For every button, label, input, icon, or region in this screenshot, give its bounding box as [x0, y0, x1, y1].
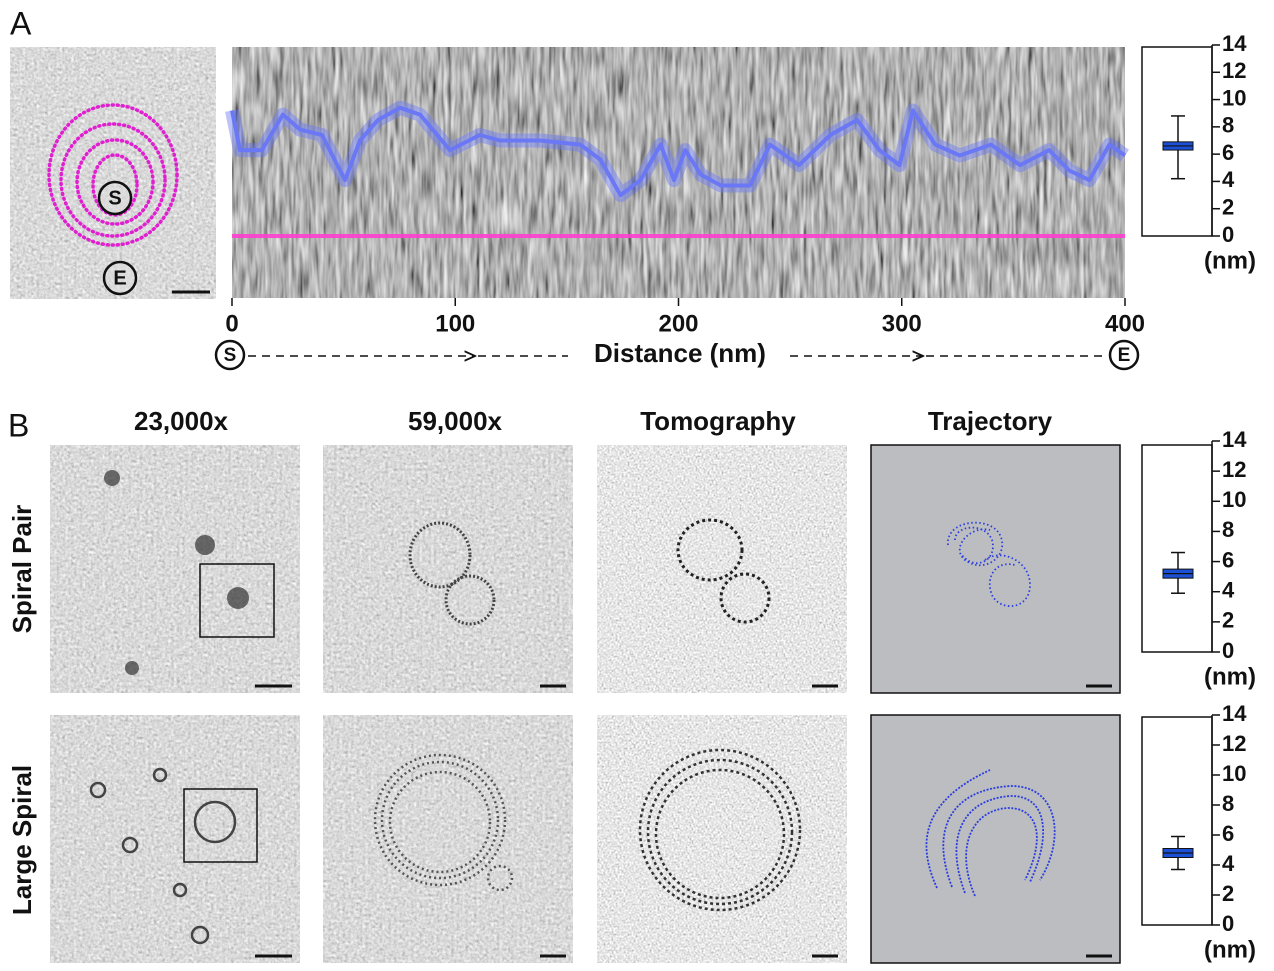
panel-label: B	[8, 407, 29, 443]
y-tick-label: 14	[1222, 701, 1247, 726]
boxplot-layer: 02468101214(nm)02468101214(nm)0246810121…	[1141, 31, 1256, 963]
spiral-micrograph: S E	[9, 46, 217, 300]
panel-label: A	[10, 5, 32, 41]
y-tick-label: 4	[1222, 578, 1235, 603]
start-marker: S	[108, 187, 121, 209]
column-header: Tomography	[640, 406, 796, 436]
row-label: Large Spiral	[7, 765, 37, 915]
y-tick-label: 2	[1222, 195, 1234, 220]
box-frame	[1141, 444, 1213, 653]
x-tick-label: 0	[225, 310, 238, 337]
x-axis-label: Distance (nm)	[594, 338, 766, 368]
unit-label: (nm)	[1204, 936, 1256, 963]
row-label: Spiral Pair	[7, 505, 37, 634]
y-tick-label: 6	[1222, 821, 1234, 846]
distance-axis-decoration: S E	[214, 339, 1140, 371]
y-tick-label: 2	[1222, 881, 1234, 906]
x-tick-label: 100	[435, 310, 475, 337]
y-tick-label: 10	[1222, 761, 1246, 786]
x-tick-label: 400	[1105, 310, 1145, 337]
y-tick-label: 8	[1222, 517, 1234, 542]
y-tick-label: 4	[1222, 851, 1235, 876]
start-marker: S	[224, 345, 237, 366]
y-tick-label: 10	[1222, 487, 1246, 512]
end-marker: E	[113, 267, 126, 289]
y-tick-label: 12	[1222, 457, 1246, 482]
y-tick-label: 14	[1222, 427, 1247, 452]
y-tick-label: 6	[1222, 140, 1234, 165]
y-tick-label: 10	[1222, 85, 1246, 110]
x-tick-label: 200	[658, 310, 698, 337]
y-tick-label: 6	[1222, 547, 1234, 572]
unit-label: (nm)	[1204, 663, 1256, 690]
column-header: 23,000x	[134, 406, 229, 436]
end-marker: E	[1118, 345, 1131, 366]
y-tick-label: 0	[1222, 911, 1234, 936]
y-tick-label: 14	[1222, 31, 1247, 56]
box-frame	[1141, 716, 1213, 926]
y-tick-label: 2	[1222, 608, 1234, 633]
y-tick-label: 8	[1222, 791, 1234, 816]
micrograph-row-2	[49, 714, 1121, 964]
profile-layer: 0 100 200 300 400	[225, 100, 1145, 337]
y-tick-label: 12	[1222, 731, 1246, 756]
y-tick-label: 12	[1222, 58, 1246, 83]
x-tick-label: 300	[882, 310, 922, 337]
y-tick-label: 0	[1222, 222, 1234, 247]
y-tick-label: 4	[1222, 167, 1235, 192]
profile-line	[230, 105, 1127, 198]
y-tick-label: 8	[1222, 113, 1234, 138]
y-tick-label: 0	[1222, 638, 1234, 663]
micrograph-row-1	[49, 444, 1121, 694]
unit-label: (nm)	[1204, 247, 1256, 274]
column-header: 59,000x	[408, 406, 503, 436]
column-header: Trajectory	[928, 406, 1053, 436]
